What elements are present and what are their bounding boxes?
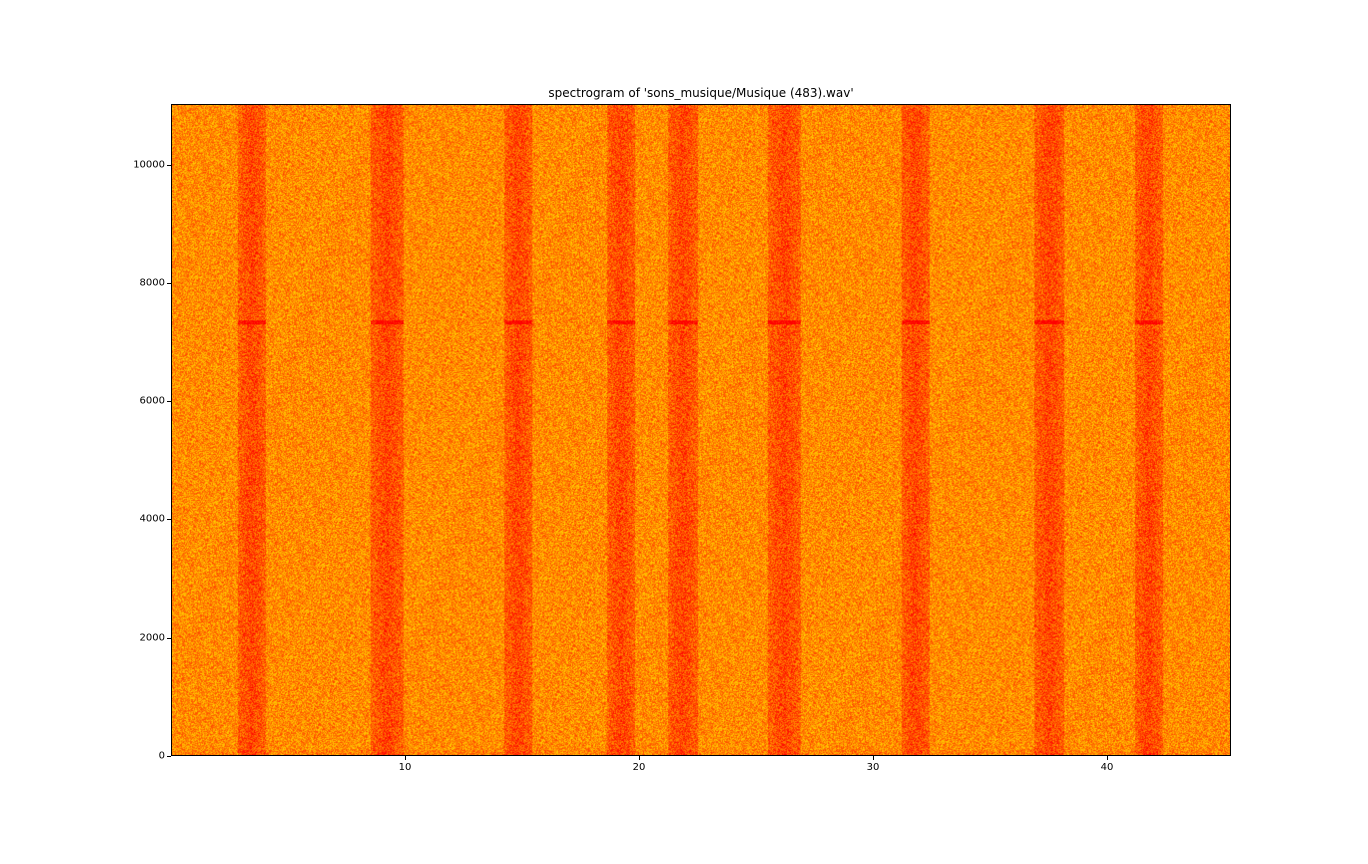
y-tick [167,164,171,166]
x-tick [638,756,640,760]
chart-title: spectrogram of 'sons_musique/Musique (48… [548,86,854,100]
x-tick-label: 40 [1100,762,1114,773]
y-tick-label: 8000 [139,277,165,289]
x-tick [404,756,406,760]
y-tick [167,282,171,284]
plot-area [171,104,1231,756]
x-tick-label: 20 [632,762,646,773]
x-tick-label: 30 [866,762,880,773]
y-tick [167,401,171,403]
y-tick-label: 4000 [139,513,165,525]
spectrogram-heatmap [172,105,1230,755]
y-tick-label: 10000 [133,159,165,171]
x-tick-label: 10 [398,762,412,773]
y-tick-label: 0 [158,750,165,762]
y-tick [167,519,171,521]
x-tick [1106,756,1108,760]
y-tick [167,756,171,757]
y-tick-label: 2000 [139,632,165,644]
x-tick [872,756,874,760]
y-tick [167,637,171,639]
y-tick-label: 6000 [139,395,165,407]
